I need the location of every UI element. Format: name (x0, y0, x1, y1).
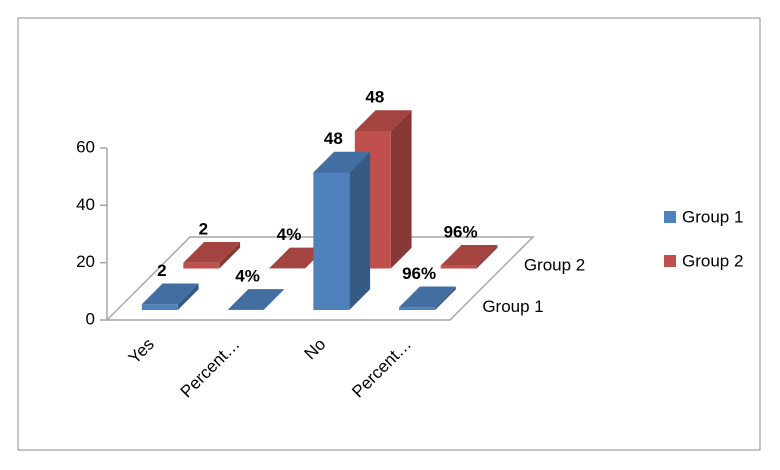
bar-top (183, 242, 241, 263)
data-label: 96% (402, 264, 436, 283)
data-label: 96% (444, 223, 478, 242)
legend-label: Group 2 (682, 251, 743, 270)
bar (141, 304, 178, 311)
bar-top (399, 286, 456, 308)
bar-side (177, 283, 199, 311)
bar-side (390, 110, 412, 269)
y-tick-label: 60 (76, 137, 95, 156)
bar (399, 307, 436, 311)
bar (183, 262, 220, 269)
bar-side (435, 286, 456, 311)
bar-top (141, 283, 199, 305)
legend-swatch (664, 255, 676, 267)
data-label: 48 (365, 88, 384, 107)
bar-top (269, 247, 326, 269)
data-label: 4% (235, 267, 260, 286)
y-tick-label: 40 (76, 195, 95, 214)
depth-label: Group 2 (524, 256, 585, 275)
bar-side (349, 151, 371, 311)
data-label: 4% (277, 225, 302, 244)
y-tick-label: 0 (86, 309, 95, 328)
bar-top (440, 245, 498, 266)
bar-side (476, 245, 498, 269)
bar-side (263, 289, 285, 311)
bar-top (354, 110, 412, 131)
bar (313, 172, 350, 311)
bar (440, 265, 477, 269)
depth-label: Group 1 (482, 297, 543, 316)
data-label: 48 (324, 129, 343, 148)
legend-label: Group 1 (682, 207, 743, 226)
legend-swatch (664, 211, 676, 223)
bar-top (227, 289, 285, 310)
data-label: 2 (157, 261, 166, 280)
y-tick-label: 20 (76, 252, 95, 271)
floor (105, 236, 535, 321)
bar-side (219, 242, 241, 269)
data-label: 2 (199, 220, 208, 239)
bar-top (313, 151, 371, 173)
